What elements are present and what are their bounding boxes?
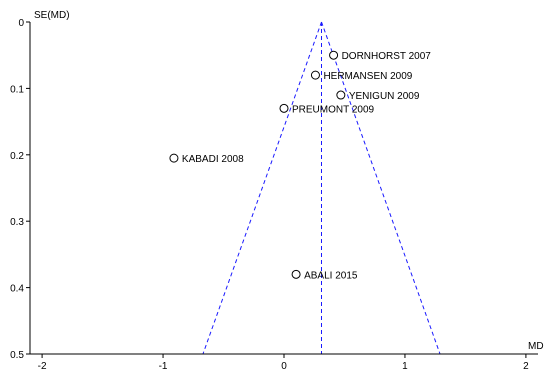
- y-tick-label: 0.2: [10, 151, 24, 162]
- axes: [29, 22, 538, 355]
- y-tick-label: 0.1: [10, 84, 24, 95]
- study-point: [329, 50, 339, 60]
- funnel-right-line: [321, 21, 441, 355]
- x-tick-label: -1: [159, 361, 168, 371]
- ticks: -2 -1 0 1 2 0 0.1 0.2 0.3 0.4 0.5: [10, 18, 529, 371]
- study-label: PREUMONT 2009: [292, 104, 375, 115]
- study-label: ABALI 2015: [304, 270, 358, 281]
- study-point: [279, 103, 289, 113]
- study-point: [169, 153, 179, 163]
- funnel-left-line: [202, 21, 322, 355]
- x-tick-label: 1: [402, 361, 408, 371]
- study-label: HERMANSEN 2009: [323, 71, 412, 82]
- x-tick-label: 2: [523, 361, 529, 371]
- study-label: YENIGUN 2009: [349, 91, 420, 102]
- y-tick-label: 0.4: [10, 284, 24, 295]
- y-tick-label: 0.5: [10, 350, 24, 361]
- y-axis-title: SE(MD): [34, 10, 70, 21]
- data-points: DORNHORST 2007 HERMANSEN 2009 YENIGUN 2009…: [169, 50, 432, 281]
- study-point: [291, 269, 301, 279]
- y-tick-label: 0.3: [10, 217, 24, 228]
- y-tick-label: 0: [18, 18, 24, 29]
- x-tick-label: -2: [38, 361, 47, 371]
- study-label: KABADI 2008: [182, 154, 244, 165]
- study-point: [336, 90, 346, 100]
- x-axis-title: MD: [528, 341, 544, 352]
- x-tick-label: 0: [281, 361, 287, 371]
- study-label: DORNHORST 2007: [342, 51, 432, 62]
- study-point: [310, 70, 320, 80]
- funnel-lines: [202, 21, 441, 355]
